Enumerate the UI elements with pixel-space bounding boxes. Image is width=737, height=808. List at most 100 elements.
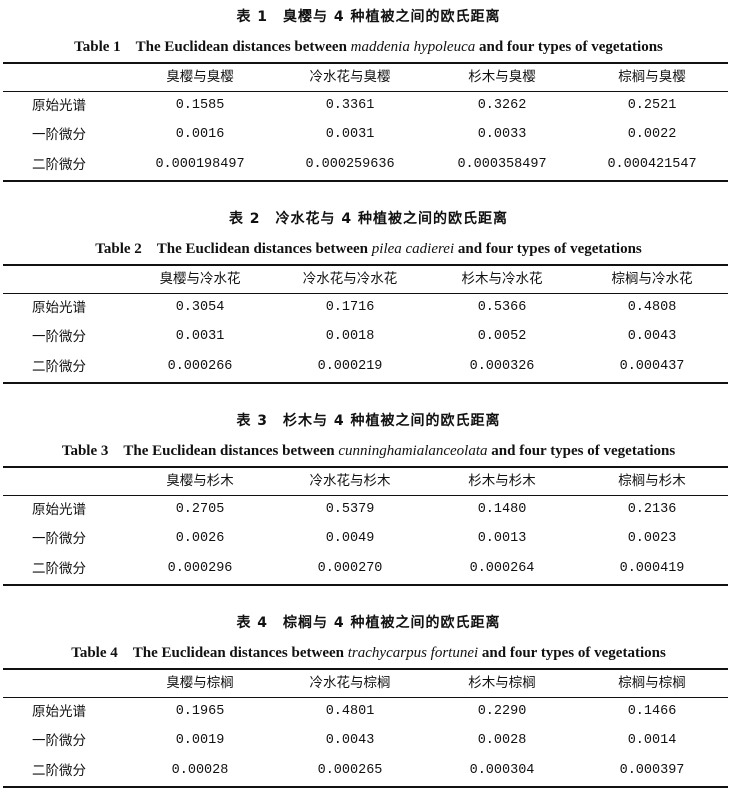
table-cell: 0.0028	[477, 733, 527, 748]
table-4: 表 4 棕榈与 4 种植被之间的欧氏距离 Table 4 The Euclide…	[0, 606, 737, 808]
table-cell: 0.000296	[167, 561, 233, 576]
table-title-cn: 表 1 臭樱与 4 种植被之间的欧氏距离	[236, 9, 501, 25]
table-cell: 0.000304	[469, 763, 535, 778]
table-row: 二阶微分 0.000266 0.000219 0.000326 0.000437	[0, 353, 737, 381]
table-cell: 0.1585	[175, 98, 225, 113]
title-prefix: Table 2 The Euclidean distances between	[95, 241, 372, 257]
table-cell: 0.0014	[627, 733, 677, 748]
top-rule	[3, 466, 728, 468]
header-row: 臭樱与冷水花 冷水花与冷水花 杉木与冷水花 棕榈与冷水花	[0, 265, 737, 293]
table-cell: 0.2290	[477, 704, 527, 719]
table-cell: 0.0022	[627, 127, 677, 142]
table-cell: 0.0013	[477, 531, 527, 546]
table-cell: 0.000326	[469, 359, 535, 374]
column-header: 棕榈与杉木	[618, 473, 686, 489]
column-header: 臭樱与棕榈	[166, 675, 234, 691]
table-title-cn: 表 3 杉木与 4 种植被之间的欧氏距离	[236, 413, 501, 429]
table-cell: 0.0023	[627, 531, 677, 546]
table-title-en: Table 2 The Euclidean distances between …	[0, 237, 737, 258]
species-name: cunninghamialanceolata	[338, 443, 488, 459]
table-cell: 0.000419	[619, 561, 685, 576]
header-rule	[3, 697, 728, 698]
header-rule	[3, 293, 728, 294]
table-cell: 0.000219	[317, 359, 383, 374]
header-row: 臭樱与棕榈 冷水花与棕榈 杉木与棕榈 棕榈与棕榈	[0, 669, 737, 697]
row-label: 原始光谱	[32, 704, 86, 720]
table-cell: 0.000259636	[305, 157, 395, 172]
table-row: 二阶微分 0.00028 0.000265 0.000304 0.000397	[0, 757, 737, 785]
table-cell: 0.2521	[627, 98, 677, 113]
table-row: 二阶微分 0.000296 0.000270 0.000264 0.000419	[0, 555, 737, 583]
top-rule	[3, 264, 728, 266]
table-1: 表 1 臭樱与 4 种植被之间的欧氏距离 Table 1 The Euclide…	[0, 0, 737, 202]
header-rule	[3, 91, 728, 92]
bottom-rule	[3, 382, 728, 384]
table-cell: 0.0033	[477, 127, 527, 142]
table-cell: 0.000198497	[155, 157, 245, 172]
row-label: 原始光谱	[32, 98, 86, 114]
table-cell: 0.000266	[167, 359, 233, 374]
row-label: 二阶微分	[32, 359, 86, 375]
table-row: 原始光谱 0.2705 0.5379 0.1480 0.2136	[0, 496, 737, 524]
title-prefix: Table 4 The Euclidean distances between	[71, 645, 348, 661]
table-3: 表 3 杉木与 4 种植被之间的欧氏距离 Table 3 The Euclide…	[0, 404, 737, 606]
table-cell: 0.2705	[175, 502, 225, 517]
table-cell: 0.0018	[325, 329, 375, 344]
row-label: 一阶微分	[32, 531, 86, 547]
bottom-rule	[3, 786, 728, 788]
column-header: 棕榈与冷水花	[611, 271, 693, 287]
row-label: 原始光谱	[32, 502, 86, 518]
bottom-rule	[3, 180, 728, 182]
header-rule	[3, 495, 728, 496]
column-header: 冷水花与冷水花	[302, 271, 398, 287]
table-cell: 0.4801	[325, 704, 375, 719]
column-header: 臭樱与杉木	[166, 473, 234, 489]
table-cell: 0.000270	[317, 561, 383, 576]
table-cell: 0.0031	[325, 127, 375, 142]
table-cell: 0.0043	[325, 733, 375, 748]
species-name: pilea cadierei	[371, 241, 455, 257]
column-header: 杉木与冷水花	[461, 271, 543, 287]
table-cell: 0.000397	[619, 763, 685, 778]
column-header: 臭樱与臭樱	[166, 69, 234, 85]
column-header: 冷水花与棕榈	[309, 675, 391, 691]
table-title-en: Table 4 The Euclidean distances between …	[0, 641, 737, 662]
table-cell: 0.0026	[175, 531, 225, 546]
title-suffix: and four types of vegetations	[478, 645, 666, 661]
title-prefix: Table 3 The Euclidean distances between	[61, 443, 339, 459]
table-cell: 0.0043	[627, 329, 677, 344]
top-rule	[3, 668, 728, 670]
table-cell: 0.3262	[477, 98, 527, 113]
column-header: 冷水花与杉木	[309, 473, 391, 489]
table-cell: 0.000421547	[607, 157, 697, 172]
table-cell: 0.1965	[175, 704, 225, 719]
table-cell: 0.000264	[469, 561, 535, 576]
column-header: 冷水花与臭樱	[309, 69, 391, 85]
table-row: 一阶微分 0.0019 0.0043 0.0028 0.0014	[0, 727, 737, 755]
table-cell: 0.5366	[477, 300, 527, 315]
title-suffix: and four types of vegetations	[475, 39, 663, 55]
column-header: 杉木与杉木	[468, 473, 536, 489]
row-label: 原始光谱	[32, 300, 86, 316]
row-label: 二阶微分	[32, 561, 86, 577]
table-2: 表 2 冷水花与 4 种植被之间的欧氏距离 Table 2 The Euclid…	[0, 202, 737, 404]
bottom-rule	[3, 584, 728, 586]
row-label: 一阶微分	[32, 329, 86, 345]
table-cell: 0.2136	[627, 502, 677, 517]
table-cell: 0.000437	[619, 359, 685, 374]
table-row: 原始光谱 0.1585 0.3361 0.3262 0.2521	[0, 92, 737, 120]
column-header: 杉木与臭樱	[468, 69, 536, 85]
column-header: 棕榈与棕榈	[618, 675, 686, 691]
header-row: 臭樱与臭樱 冷水花与臭樱 杉木与臭樱 棕榈与臭樱	[0, 63, 737, 91]
table-row: 一阶微分 0.0016 0.0031 0.0033 0.0022	[0, 121, 737, 149]
table-cell: 0.000358497	[457, 157, 547, 172]
table-row: 一阶微分 0.0031 0.0018 0.0052 0.0043	[0, 323, 737, 351]
table-cell: 0.00028	[171, 763, 229, 778]
title-suffix: and four types of vegetations	[487, 443, 676, 459]
row-label: 二阶微分	[32, 763, 86, 779]
table-cell: 0.0019	[175, 733, 225, 748]
table-cell: 0.000265	[317, 763, 383, 778]
table-title-cn: 表 2 冷水花与 4 种植被之间的欧氏距离	[228, 211, 509, 227]
title-prefix: Table 1 The Euclidean distances between	[74, 39, 351, 55]
table-row: 一阶微分 0.0026 0.0049 0.0013 0.0023	[0, 525, 737, 553]
